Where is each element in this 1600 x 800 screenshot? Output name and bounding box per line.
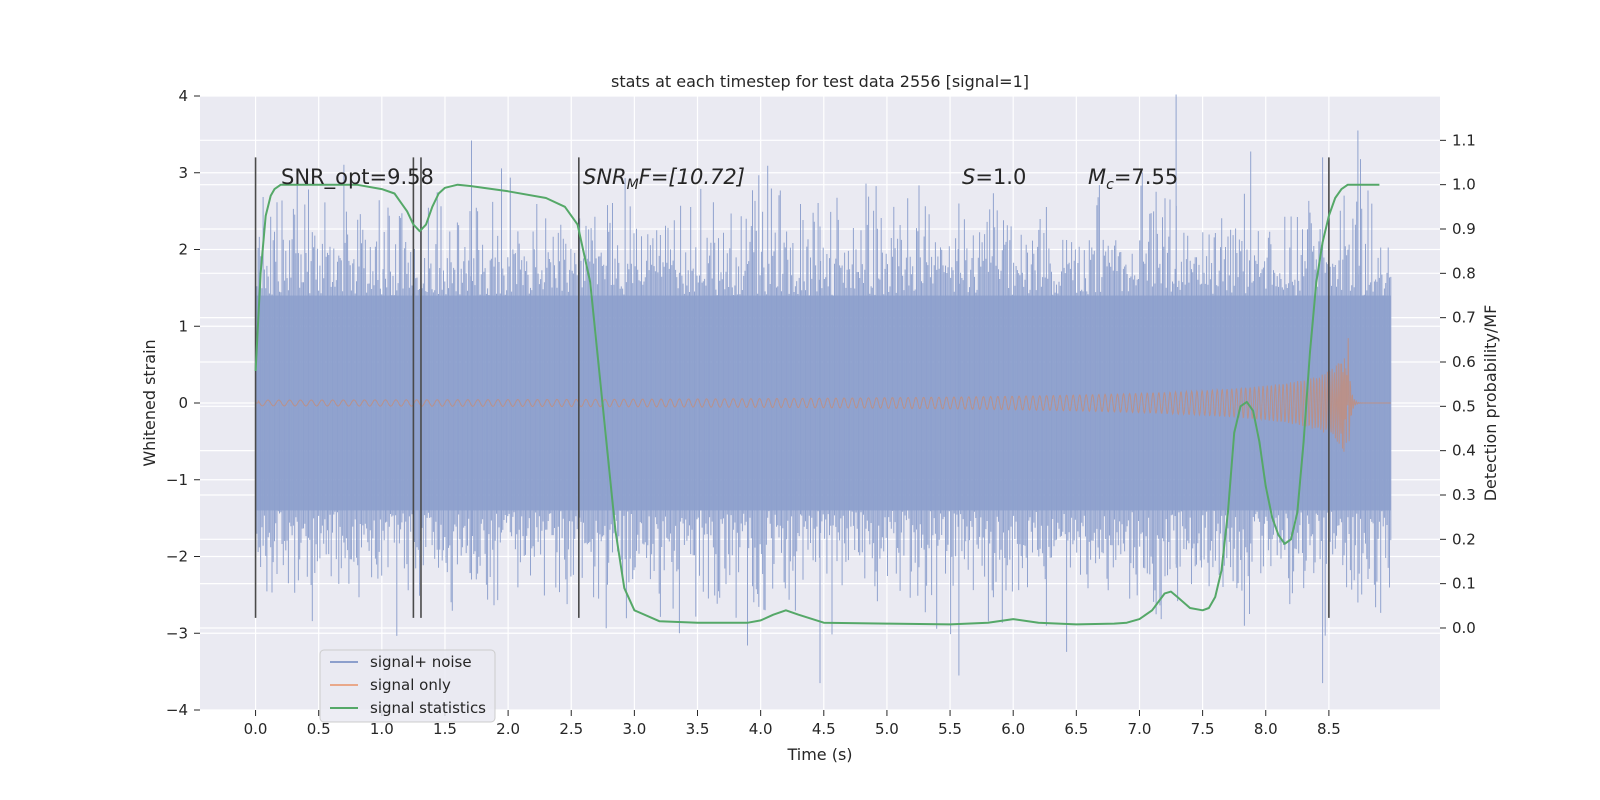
y-tick-label: −3 bbox=[166, 624, 188, 642]
y2-tick-label: 0.8 bbox=[1452, 264, 1476, 282]
signal-series-line bbox=[255, 338, 1391, 452]
annotation-snr-mf-rest: F=[10.72] bbox=[639, 165, 745, 189]
legend-box bbox=[319, 649, 496, 723]
y2-tick-label: 0.9 bbox=[1452, 220, 1476, 238]
annotation-snr-mf-sub: M bbox=[627, 177, 639, 193]
annotation-snr-opt: SNR_opt=9.58 bbox=[281, 165, 434, 190]
y2-tick-label: 0.3 bbox=[1452, 486, 1476, 504]
statistic-series-line bbox=[254, 183, 1380, 626]
annotation-mc-var: M bbox=[1088, 165, 1106, 189]
legend: signal+ noise signal only signal statist… bbox=[319, 649, 496, 723]
annotation-s-var: S bbox=[962, 165, 975, 189]
annotation-snr-mf-base: SNR bbox=[583, 165, 627, 189]
signal-series bbox=[255, 338, 1391, 452]
vertical-markers bbox=[254, 157, 1330, 618]
y2-tick-label: 1.0 bbox=[1452, 176, 1476, 194]
y-axis-label: Whitened strain bbox=[140, 339, 159, 466]
x-tick-label: 6.5 bbox=[1064, 720, 1088, 738]
y2-tick-label: 0.7 bbox=[1452, 309, 1476, 327]
y-tick-label: −2 bbox=[166, 548, 188, 566]
x-tick-label: 0.0 bbox=[244, 720, 268, 738]
x-tick-label: 5.5 bbox=[938, 720, 962, 738]
x-tick-label: 0.5 bbox=[307, 720, 331, 738]
y-tick-label: 2 bbox=[178, 241, 188, 259]
annotation-mc-sub: c bbox=[1106, 177, 1114, 193]
annotation-mc-rest: =7.55 bbox=[1114, 165, 1178, 189]
legend-label-signal: signal only bbox=[370, 676, 451, 694]
y2-tick-label: 0.5 bbox=[1452, 397, 1476, 415]
x-tick-label: 3.0 bbox=[622, 720, 646, 738]
chart-title: stats at each timestep for test data 255… bbox=[611, 72, 1029, 91]
y-axis-ticks: −4 −3 −2 −1 0 1 2 3 4 bbox=[166, 87, 200, 719]
y2-axis-label: Detection probability/MF bbox=[1481, 305, 1500, 502]
annotation-s-rest: =1.0 bbox=[975, 165, 1026, 189]
x-tick-label: 5.0 bbox=[875, 720, 899, 738]
legend-label-stats: signal statistics bbox=[370, 699, 486, 717]
x-tick-label: 4.0 bbox=[749, 720, 773, 738]
y2-tick-label: 0.0 bbox=[1452, 619, 1476, 637]
x-tick-label: 8.0 bbox=[1254, 720, 1278, 738]
y2-tick-label: 0.4 bbox=[1452, 442, 1476, 460]
y2-tick-label: 0.1 bbox=[1452, 575, 1476, 593]
x-tick-label: 4.5 bbox=[812, 720, 836, 738]
y-tick-label: 3 bbox=[178, 164, 188, 182]
y-tick-label: −4 bbox=[166, 701, 188, 719]
y2-axis-ticks: 0.0 0.1 0.2 0.3 0.4 0.5 0.6 0.7 0.8 0.9 1.0 1.1 bbox=[1440, 131, 1476, 637]
x-tick-label: 2.5 bbox=[559, 720, 583, 738]
x-tick-label: 2.0 bbox=[496, 720, 520, 738]
x-tick-label: 1.0 bbox=[370, 720, 394, 738]
x-tick-label: 8.5 bbox=[1317, 720, 1341, 738]
y2-tick-label: 0.6 bbox=[1452, 353, 1476, 371]
x-tick-label: 3.5 bbox=[686, 720, 710, 738]
y-tick-label: 0 bbox=[178, 394, 188, 412]
x-tick-label: 1.5 bbox=[433, 720, 457, 738]
y-tick-label: 4 bbox=[178, 87, 188, 105]
legend-label-noise: signal+ noise bbox=[370, 653, 472, 671]
x-tick-label: 7.0 bbox=[1128, 720, 1152, 738]
x-axis-ticks: 0.0 0.5 1.0 1.5 2.0 2.5 3.0 3.5 4.0 4.5 5.0 5.5 6.0 6… bbox=[244, 710, 1341, 738]
x-tick-label: 7.5 bbox=[1191, 720, 1215, 738]
annotation-mc: Mc=7.55 bbox=[1088, 165, 1178, 193]
y2-tick-label: 1.1 bbox=[1452, 131, 1476, 149]
y-tick-label: 1 bbox=[178, 317, 188, 335]
x-axis-label: Time (s) bbox=[786, 745, 852, 764]
annotation-snr-mf: SNRMF=[10.72] bbox=[583, 165, 745, 193]
statistic-series bbox=[254, 183, 1380, 626]
y-tick-label: −1 bbox=[166, 471, 188, 489]
annotation-s: S=1.0 bbox=[962, 165, 1026, 189]
x-tick-label: 6.0 bbox=[1001, 720, 1025, 738]
y2-tick-label: 0.2 bbox=[1452, 530, 1476, 548]
